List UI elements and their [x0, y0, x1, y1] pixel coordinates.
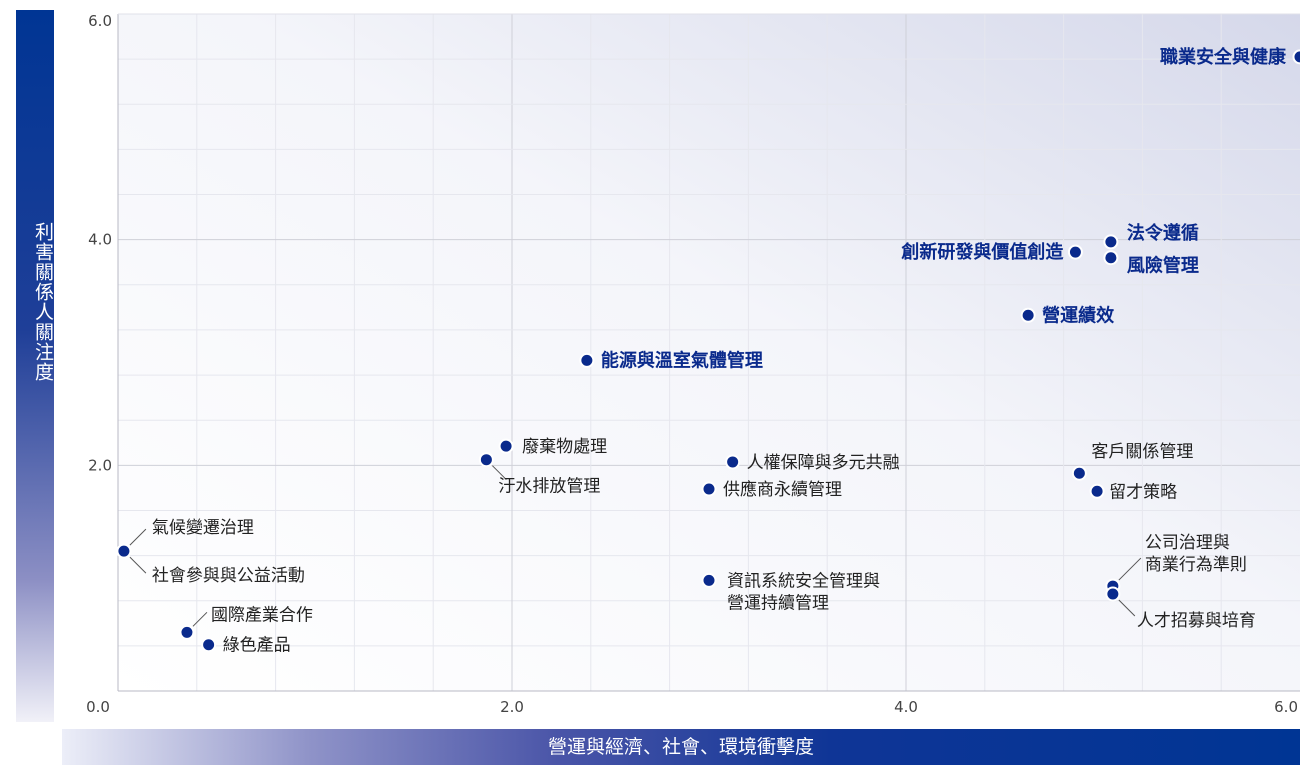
point-label: 風險管理 — [1127, 255, 1199, 277]
point-label: 客戶關係管理 — [1091, 442, 1193, 462]
data-point — [701, 572, 717, 588]
y-tick-label: 2.0 — [88, 456, 112, 474]
leader-line — [129, 528, 147, 546]
data-point — [1067, 244, 1083, 260]
point-label: 供應商永續管理 — [723, 479, 842, 500]
data-point — [179, 624, 195, 640]
data-point — [1292, 49, 1300, 65]
data-point — [725, 454, 741, 470]
point-label: 資訊系統安全管理與營運持續管理 — [727, 571, 880, 613]
x-tick-label: 6.0 — [1274, 698, 1298, 716]
point-label: 職業安全與健康 — [1160, 46, 1287, 68]
data-point — [1103, 250, 1119, 266]
data-point — [498, 438, 514, 454]
x-axis-label: 營運與經濟、社會、環境衝擊度 — [547, 736, 814, 758]
leader-line — [192, 611, 208, 627]
point-label: 汙水排放管理 — [498, 477, 600, 497]
data-point — [1105, 586, 1121, 602]
point-label: 法令遵循 — [1127, 222, 1199, 244]
data-point — [579, 352, 595, 368]
leader-line — [129, 556, 147, 574]
point-label: 氣候變遷治理 — [152, 518, 254, 538]
point-label: 能源與溫室氣體管理 — [601, 349, 763, 371]
point-label: 綠色產品 — [223, 636, 291, 656]
leader-line — [492, 465, 507, 481]
point-label: 人才招募與培育 — [1137, 611, 1256, 631]
data-point — [1020, 307, 1036, 323]
y-tick-label: 6.0 — [88, 12, 112, 30]
point-label: 創新研發與價值創造 — [900, 241, 1063, 263]
leader-line — [1118, 557, 1142, 581]
x-tick-label: 0.0 — [86, 698, 110, 716]
x-tick-label: 4.0 — [894, 698, 918, 716]
x-axis-label-band — [62, 729, 1300, 765]
point-label: 留才策略 — [1109, 482, 1177, 502]
leader-line — [1118, 599, 1136, 617]
data-point — [201, 637, 217, 653]
point-label: 廢棄物處理 — [522, 437, 607, 457]
data-point — [116, 543, 132, 559]
point-label: 人權保障與多元共融 — [747, 453, 900, 473]
point-label: 營運績效 — [1042, 304, 1115, 326]
data-point — [1103, 234, 1119, 250]
point-label: 社會參與與公益活動 — [152, 566, 305, 586]
x-tick-label: 2.0 — [500, 698, 524, 716]
data-point — [1071, 465, 1087, 481]
point-label: 國際產業合作 — [211, 605, 313, 625]
point-label: 公司治理與商業行為準則 — [1145, 533, 1247, 575]
data-point — [478, 452, 494, 468]
y-axis-label: 利害關係人關注度 — [32, 222, 54, 382]
y-axis-label-band — [16, 10, 54, 722]
data-point — [701, 481, 717, 497]
y-tick-label: 4.0 — [88, 231, 112, 249]
data-point — [1089, 483, 1105, 499]
